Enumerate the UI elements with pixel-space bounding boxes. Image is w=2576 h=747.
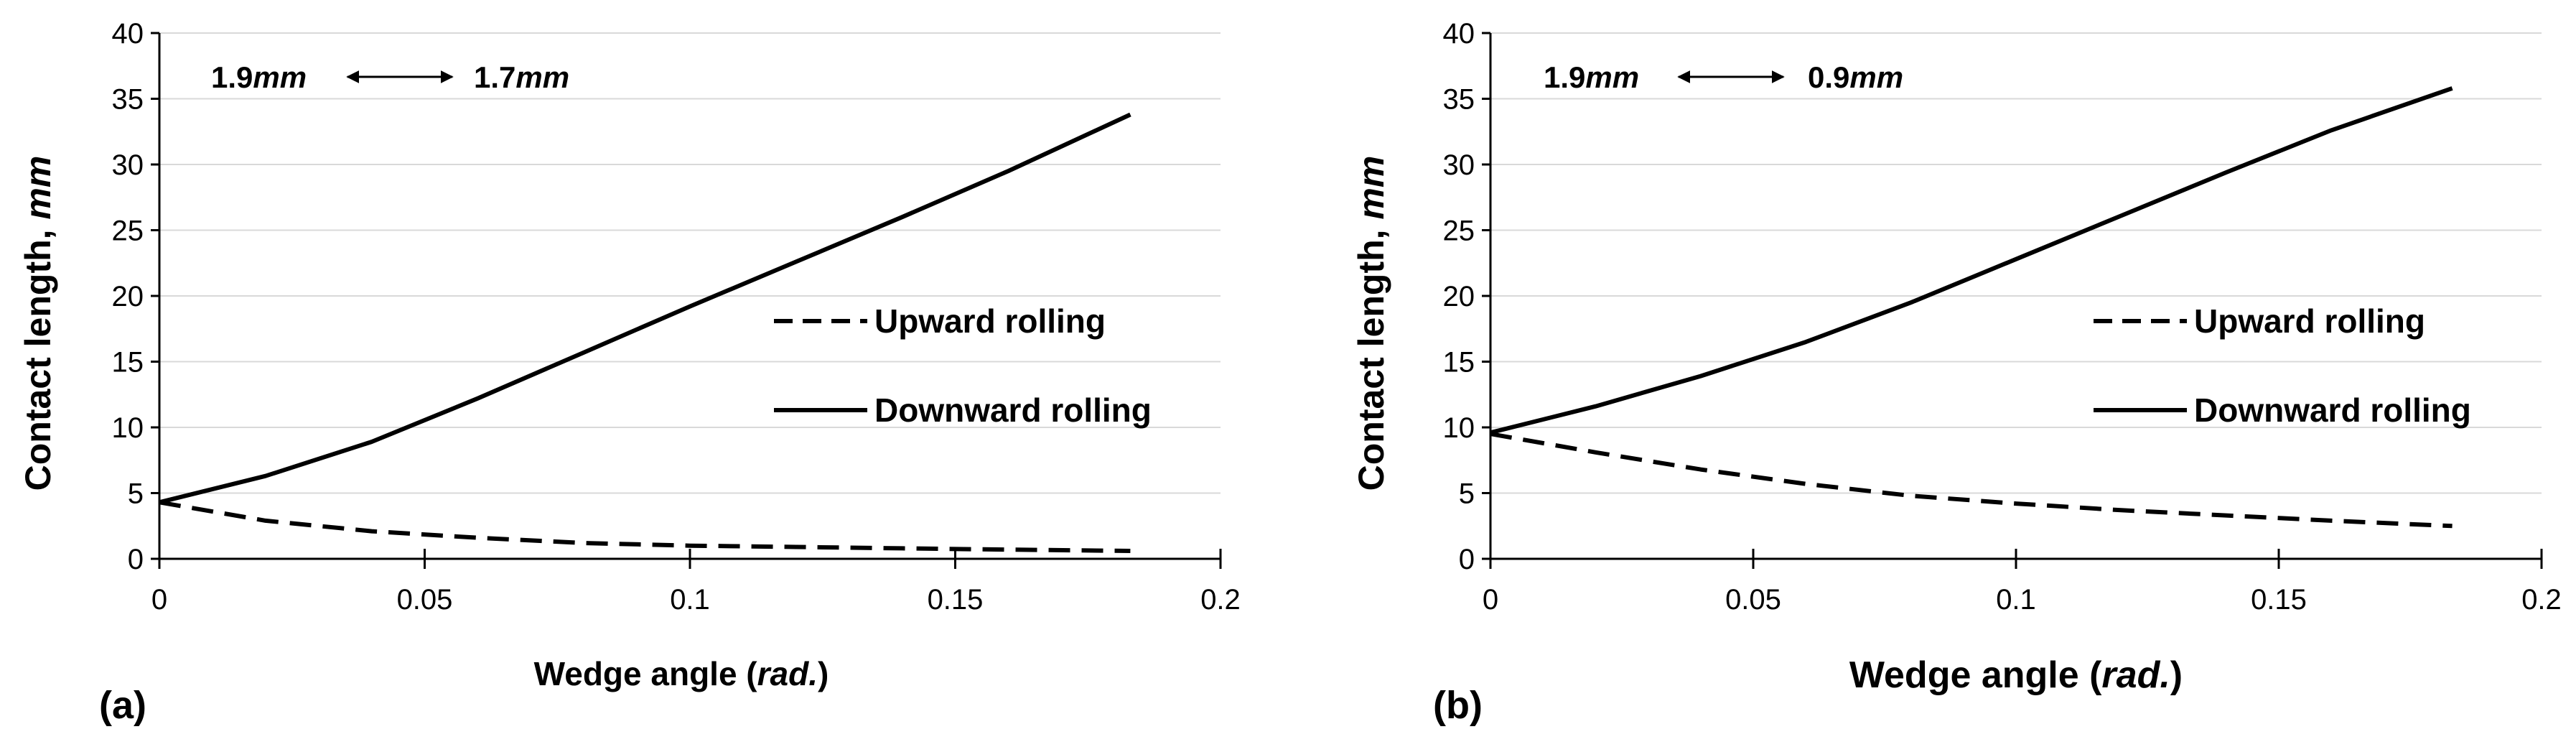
chart-b-series-upward-rolling-line — [1490, 432, 2453, 529]
chart-a-x-tick-label: 0 — [151, 584, 167, 616]
chart-a-annotation-left-value: 1.9 — [211, 60, 253, 94]
chart-b-y-tick-label: 5 — [1459, 478, 1475, 510]
chart-a-x-axis-label-unit: rad. — [757, 655, 818, 692]
chart-b-annotation-left-unit: mm — [1585, 60, 1639, 94]
chart-a-y-axis-label: Contact length, mm — [18, 156, 58, 491]
chart-b-x-tick-label: 0.15 — [2251, 584, 2307, 616]
chart-a-x-tick-label: 0.2 — [1200, 584, 1241, 616]
chart-a-y-tick-label: 25 — [112, 215, 144, 247]
chart-b-legend-label-downward: Downward rolling — [2194, 391, 2471, 429]
chart-b-y-tick-label: 40 — [1443, 18, 1475, 50]
chart-b-y-axis-label: Contact length, mm — [1351, 156, 1391, 491]
chart-a-legend-label-downward: Downward rolling — [874, 391, 1152, 429]
chart-a-x-tick-label: 0.1 — [670, 584, 710, 616]
chart-a-y-tick-labels: 0 5 10 15 20 25 30 35 40 — [112, 18, 144, 575]
chart-a-axes — [151, 32, 1222, 569]
chart-b-y-axis-label-text: Contact length, — [1351, 220, 1391, 491]
chart-a-y-tick-label: 5 — [128, 478, 144, 510]
chart-b-x-axis-label-text: Wedge angle ( — [1849, 654, 2102, 696]
chart-b-x-tick-label: 0.05 — [1725, 584, 1781, 616]
chart-b-gridlines — [1490, 32, 2542, 494]
chart-a-series-downward-rolling-line — [159, 112, 1131, 505]
chart-b-legend-label-upward: Upward rolling — [2194, 302, 2425, 340]
chart-a-series — [159, 112, 1131, 553]
chart-a-panel-label: (a) — [99, 684, 146, 727]
chart-b-y-axis-label-unit: mm — [1351, 156, 1391, 220]
chart-a-x-axis-label-text: Wedge angle ( — [534, 655, 758, 692]
chart-a-x-axis-label-close: ) — [818, 655, 829, 692]
chart-b-series — [1490, 86, 2453, 529]
chart-b-y-tick-label: 35 — [1443, 84, 1475, 116]
chart-a-x-tick-label: 0.15 — [928, 584, 984, 616]
chart-b-x-axis-label-unit: rad. — [2101, 654, 2170, 696]
chart-b-y-tick-label: 10 — [1443, 412, 1475, 444]
chart-b: 0 0.05 0.1 0.15 0.2 0 5 10 15 20 25 30 35 40 Contact… — [1351, 18, 2562, 727]
chart-a-gridlines — [159, 32, 1221, 494]
chart-b-y-tick-label: 25 — [1443, 215, 1475, 247]
chart-a-y-tick-label: 35 — [112, 84, 144, 116]
chart-b-x-tick-label: 0.1 — [1996, 584, 2036, 616]
chart-a-y-tick-label: 15 — [112, 347, 144, 379]
chart-b-y-tick-label: 20 — [1443, 281, 1475, 312]
chart-a-x-tick-labels: 0 0.05 0.1 0.15 0.2 — [151, 584, 1241, 616]
chart-a-y-tick-label: 10 — [112, 412, 144, 444]
chart-b-y-tick-label: 0 — [1459, 544, 1475, 575]
chart-b-x-tick-label: 0 — [1483, 584, 1498, 616]
chart-b-panel-label: (b) — [1433, 684, 1483, 727]
chart-b-series-downward-rolling-line — [1490, 86, 2453, 435]
chart-b-x-tick-label: 0.2 — [2521, 584, 2562, 616]
chart-b-legend: Upward rolling Downward rolling — [2094, 302, 2471, 429]
chart-a: 0 0.05 0.1 0.15 0.2 0 5 10 15 20 25 30 35 40 Contact… — [18, 18, 1241, 727]
chart-a-annotation-right: 1.7mm — [474, 60, 569, 94]
chart-a-y-tick-label: 30 — [112, 149, 144, 181]
chart-a-y-tick-label: 40 — [112, 18, 144, 50]
chart-a-annotation-left-unit: mm — [253, 60, 307, 94]
chart-a-series-upward-rolling-line — [159, 500, 1131, 553]
chart-b-annotation: 1.9mm 0.9mm — [1544, 60, 1903, 94]
chart-b-x-axis-label-close: ) — [2170, 654, 2183, 696]
chart-a-annotation: 1.9mm 1.7mm — [211, 60, 569, 94]
chart-b-y-tick-label: 30 — [1443, 149, 1475, 181]
chart-a-legend-label-upward: Upward rolling — [874, 302, 1106, 340]
chart-a-x-axis-label: Wedge angle (rad.) — [534, 655, 829, 692]
chart-b-axes — [1482, 32, 2543, 569]
chart-b-y-tick-label: 15 — [1443, 347, 1475, 379]
chart-b-annotation-right-value: 0.9 — [1808, 60, 1849, 94]
chart-b-annotation-right-unit: mm — [1849, 60, 1903, 94]
chart-b-x-tick-labels: 0 0.05 0.1 0.15 0.2 — [1483, 584, 2562, 616]
chart-a-x-tick-label: 0.05 — [397, 584, 453, 616]
chart-a-y-axis-label-unit: mm — [18, 156, 58, 220]
chart-a-legend: Upward rolling Downward rolling — [774, 302, 1152, 429]
chart-a-y-tick-label: 0 — [128, 544, 144, 575]
chart-b-annotation-right: 0.9mm — [1808, 60, 1903, 94]
chart-b-y-tick-labels: 0 5 10 15 20 25 30 35 40 — [1443, 18, 1475, 575]
chart-b-annotation-left: 1.9mm — [1544, 60, 1639, 94]
chart-a-annotation-left: 1.9mm — [211, 60, 307, 94]
chart-b-annotation-left-value: 1.9 — [1544, 60, 1585, 94]
chart-a-annotation-right-value: 1.7 — [474, 60, 515, 94]
chart-a-annotation-right-unit: mm — [515, 60, 569, 94]
chart-a-y-tick-label: 20 — [112, 281, 144, 312]
chart-a-y-axis-label-text: Contact length, — [18, 220, 58, 491]
chart-b-x-axis-label: Wedge angle (rad.) — [1849, 654, 2183, 696]
